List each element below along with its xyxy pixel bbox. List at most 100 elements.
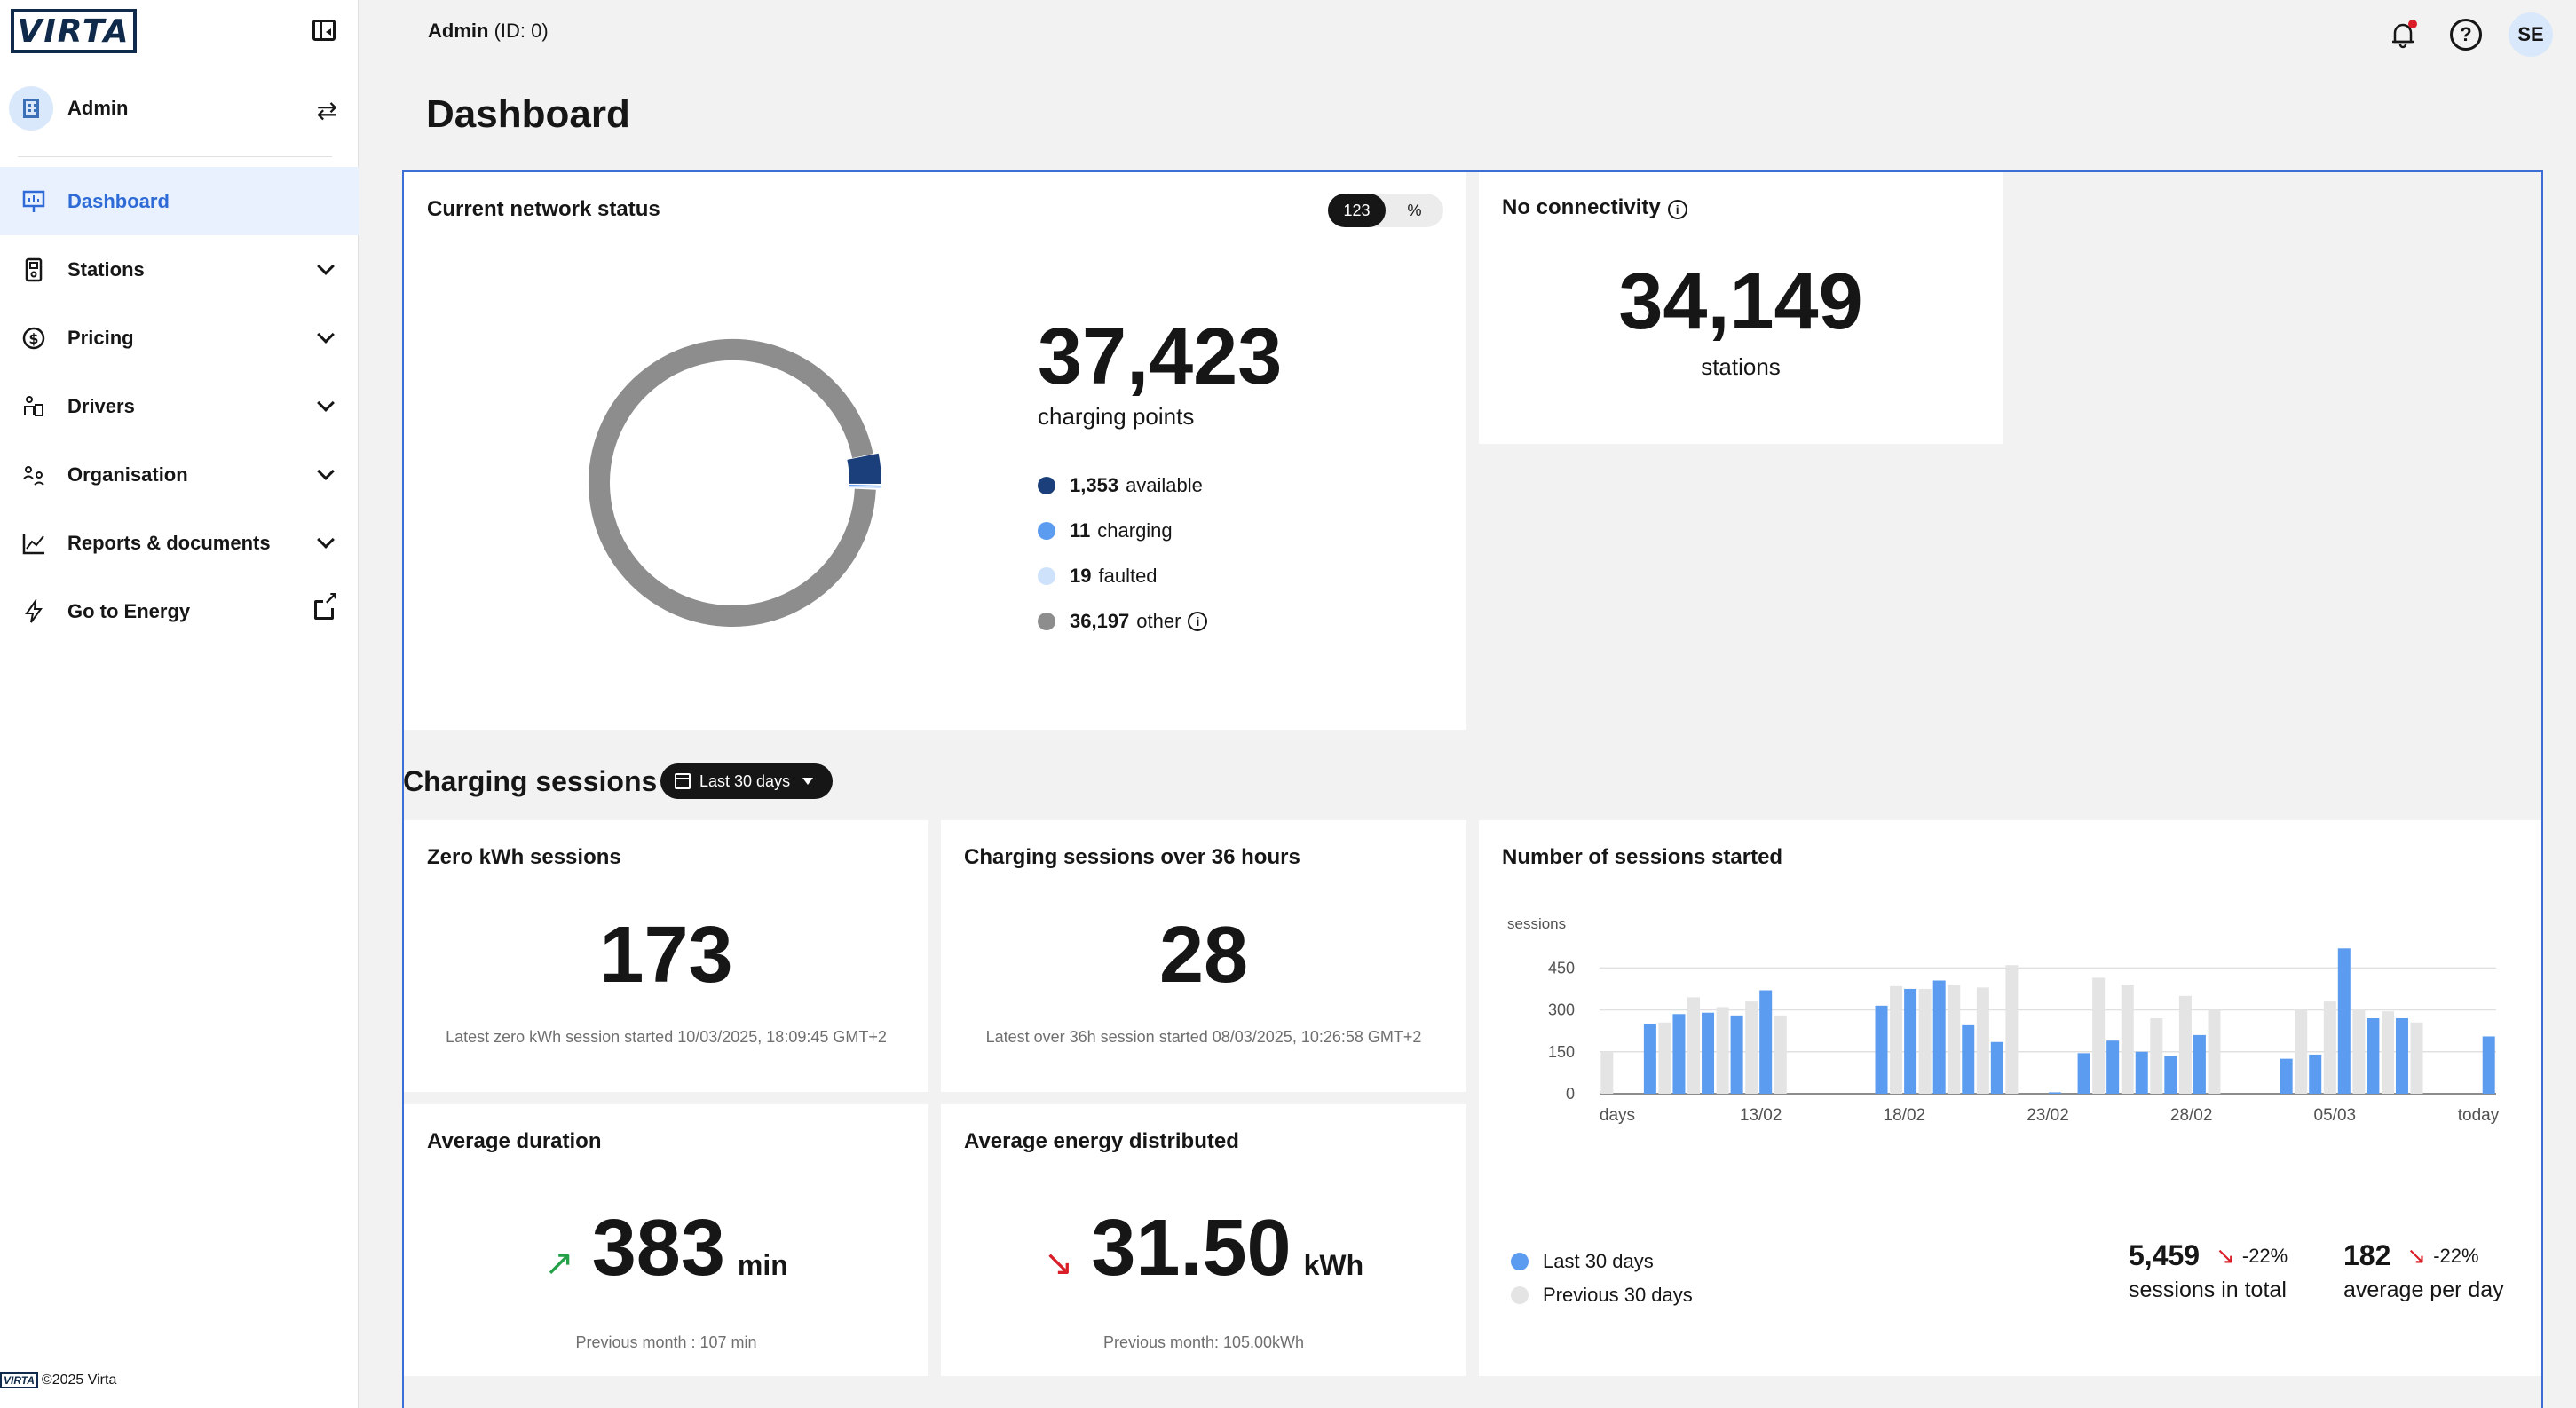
average-per-day-stat: 182 ↘ -22% average per day	[2343, 1239, 2504, 1303]
bar-previous[interactable]	[1600, 1051, 1614, 1094]
divider	[18, 156, 332, 157]
arrow-down-right-icon: ↘	[2406, 1242, 2427, 1269]
sidebar-item-organisation[interactable]: Organisation	[0, 440, 359, 509]
bar-previous[interactable]	[2121, 985, 2134, 1094]
bar-previous[interactable]	[2295, 1008, 2308, 1094]
user-avatar[interactable]: SE	[2509, 12, 2553, 57]
bar-current[interactable]	[1990, 1041, 2003, 1094]
unit-toggle[interactable]: 123 %	[1328, 194, 1443, 227]
bar-current[interactable]	[1672, 1014, 1686, 1094]
bar-current[interactable]	[1904, 988, 1917, 1094]
bar-current[interactable]	[2164, 1056, 2177, 1095]
bar-previous[interactable]	[2410, 1022, 2423, 1094]
avg-duration-value: 383	[591, 1204, 725, 1293]
sidebar-item-go-to-energy[interactable]: Go to Energy	[0, 577, 359, 645]
bar-previous[interactable]	[2150, 1018, 2163, 1094]
bar-current[interactable]	[1759, 990, 1773, 1094]
bar-previous[interactable]	[2092, 977, 2106, 1094]
date-range-label: Last 30 days	[699, 771, 791, 790]
bar-current[interactable]	[2367, 1018, 2380, 1094]
help-icon[interactable]: ?	[2450, 19, 2482, 51]
sidebar-item-stations[interactable]: Stations	[0, 235, 359, 304]
swap-icon[interactable]: ⇄	[316, 97, 337, 124]
average-per-day-label: average per day	[2343, 1277, 2504, 1302]
bar-current[interactable]	[2395, 1018, 2408, 1094]
collapse-sidebar-icon[interactable]	[312, 20, 336, 41]
sidebar-item-pricing[interactable]: $ Pricing	[0, 304, 359, 372]
sidebar-item-reports[interactable]: Reports & documents	[0, 509, 359, 577]
bar-current[interactable]	[2280, 1058, 2293, 1094]
charging-sessions-title: Charging sessions	[403, 765, 658, 797]
bar-current[interactable]	[2106, 1040, 2120, 1094]
legend-item: 1,353 available	[1038, 463, 1282, 508]
bar-current[interactable]	[1875, 1005, 1888, 1094]
bar-current[interactable]	[1643, 1024, 1656, 1094]
bar-previous[interactable]	[1890, 985, 1903, 1094]
bar-current[interactable]	[1932, 980, 1946, 1095]
svg-text:$: $	[28, 330, 38, 347]
bar-current[interactable]	[1962, 1024, 1975, 1094]
sidebar-item-label: Go to Energy	[67, 599, 191, 622]
virta-logo[interactable]: VIRTA	[11, 9, 137, 53]
bar-previous[interactable]	[1745, 1001, 1758, 1094]
account-label: Admin (ID: 0)	[428, 20, 549, 43]
bar-previous[interactable]	[2005, 965, 2019, 1094]
org-name: Admin	[67, 97, 129, 119]
bar-current[interactable]	[2135, 1051, 2148, 1094]
bar-current[interactable]	[2049, 1092, 2061, 1094]
bar-previous[interactable]	[2178, 995, 2192, 1094]
bar-current[interactable]	[1730, 1015, 1743, 1094]
sidebar-item-drivers[interactable]: Drivers	[0, 372, 359, 440]
bar-current[interactable]	[2077, 1053, 2090, 1094]
bar-current[interactable]	[1702, 1012, 1715, 1094]
bar-previous[interactable]	[1687, 997, 1701, 1094]
drivers-icon	[18, 391, 50, 423]
bar-previous[interactable]	[1976, 987, 1989, 1094]
toggle-count[interactable]: 123	[1328, 194, 1386, 227]
no-connectivity-unit: stations	[1701, 353, 1781, 380]
avg-energy-note: Previous month: 105.00kWh	[1102, 1333, 1305, 1351]
notifications-bell-icon[interactable]	[2382, 14, 2423, 55]
x-tick-label: 18/02	[1884, 1106, 1926, 1125]
info-icon[interactable]: i	[1188, 611, 1208, 631]
bar-previous[interactable]	[1948, 985, 1961, 1094]
frame-left	[402, 170, 404, 1408]
y-tick-label: 0	[1566, 1085, 1575, 1103]
legend-item: Last 30 days	[1511, 1245, 1693, 1278]
date-range-dropdown[interactable]: Last 30 days	[660, 763, 833, 799]
chevron-down-icon	[317, 463, 335, 480]
zero-kwh-note: Latest zero kWh session started 10/03/20…	[446, 1028, 887, 1046]
chevron-down-icon	[317, 257, 335, 275]
bar-previous[interactable]	[2208, 1009, 2221, 1094]
bar-previous[interactable]	[1918, 988, 1932, 1094]
network-status-title: Current network status	[427, 197, 660, 221]
bar-current[interactable]	[2337, 948, 2351, 1094]
bar-previous[interactable]	[2381, 1011, 2394, 1094]
bar-current[interactable]	[2482, 1036, 2495, 1094]
no-connectivity-card: No connectivity i 34,149 stations	[1479, 172, 2003, 444]
zero-kwh-title: Zero kWh sessions	[427, 845, 621, 869]
bar-current[interactable]	[2309, 1054, 2322, 1094]
avg-energy-value: 31.50	[1091, 1204, 1292, 1293]
chevron-down-icon	[317, 394, 335, 412]
legend-item: 36,197 other i	[1038, 598, 1282, 644]
avg-duration-unit: min	[737, 1249, 788, 1281]
toggle-percent[interactable]: %	[1407, 201, 1422, 219]
bar-previous[interactable]	[2323, 1001, 2336, 1094]
page-title: Dashboard	[426, 92, 630, 136]
chart-legend: Last 30 days Previous 30 days	[1511, 1245, 1693, 1312]
bar-previous[interactable]	[2352, 1008, 2366, 1094]
bar-previous[interactable]	[1774, 1015, 1787, 1094]
bar-previous[interactable]	[1716, 1007, 1729, 1094]
info-icon[interactable]: i	[1667, 200, 1687, 219]
calendar-icon	[675, 773, 691, 789]
bar-current[interactable]	[2193, 1034, 2206, 1094]
legend-dot	[1038, 566, 1055, 585]
org-switcher[interactable]: Admin ⇄	[9, 83, 337, 133]
avg-energy-unit: kWh	[1303, 1249, 1364, 1281]
sidebar-item-dashboard[interactable]: Dashboard	[0, 167, 359, 235]
bar-previous[interactable]	[1658, 1022, 1671, 1094]
no-connectivity-title-text: No connectivity	[1502, 195, 1661, 219]
avg-duration-title: Average duration	[427, 1129, 602, 1153]
arrow-down-right-icon: ↘	[2216, 1242, 2235, 1269]
